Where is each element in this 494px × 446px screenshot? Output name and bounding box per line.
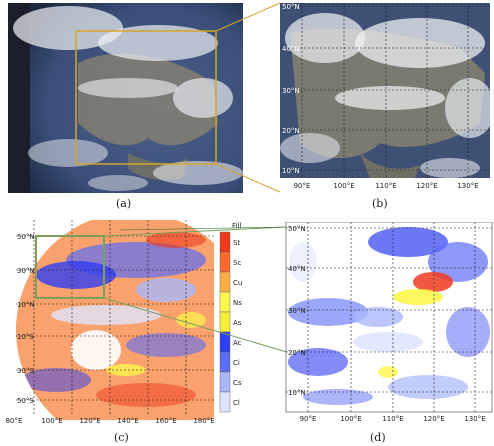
cloud-type-legend: Fill St Sc Cu Ns As Ac Ci Cs Cl <box>219 222 242 413</box>
legend-swatch <box>219 271 231 293</box>
panel-b-lat-label: 10°N <box>282 167 300 175</box>
panel-b-lat-label: 50°N <box>282 3 300 11</box>
panel-d-lon-label: 90°E <box>300 415 317 423</box>
panel-d-lat-label: 20°N <box>288 349 306 357</box>
caption-b: (b) <box>372 197 388 210</box>
legend-swatch <box>219 351 231 373</box>
legend-label: As <box>233 319 242 327</box>
legend-fill-label: Fill <box>232 222 241 230</box>
panel-d-lat-label: 50°N <box>288 225 306 233</box>
panel-c-lon-axis: 80°E 100°E 120°E 140°E 160°E 180°E <box>6 417 215 425</box>
legend-swatch <box>219 311 231 333</box>
panel-c-lat-label: 50°S <box>17 397 34 405</box>
legend-label: Cl <box>233 399 240 407</box>
panel-b-lon-label: 130°E <box>457 182 478 190</box>
caption-d: (d) <box>370 431 386 444</box>
legend-label: St <box>233 239 240 247</box>
legend-label: Ac <box>233 339 242 347</box>
panel-c-lon-label: 140°E <box>117 417 138 425</box>
panel-d-lat-label: 40°N <box>288 265 306 273</box>
panel-c-lon-label: 180°E <box>193 417 214 425</box>
legend-label: Ci <box>233 359 240 367</box>
panel-b-lat-label: 20°N <box>282 127 300 135</box>
panel-c-lat-label: 50°N <box>17 233 35 241</box>
panel-b-lon-label: 100°E <box>333 182 354 190</box>
panel-c-lat-label: 10°S <box>17 333 34 341</box>
panel-c-lon-label: 120°E <box>79 417 100 425</box>
panel-c-lat-label: 30°S <box>17 367 34 375</box>
legend-swatch <box>219 291 231 313</box>
legend-swatch <box>219 391 231 413</box>
legend-swatch <box>219 331 231 353</box>
panel-b-lon-label: 120°E <box>416 182 437 190</box>
caption-c: (c) <box>114 431 129 444</box>
legend-label: Ns <box>233 299 242 307</box>
panel-b-lon-label: 90°E <box>294 182 311 190</box>
panel-c-cloud-classification: 50°N 30°N 10°N 10°S 30°S 50°S <box>16 220 214 420</box>
legend-swatch <box>219 231 231 253</box>
panel-d-lon-label: 130°E <box>464 415 485 423</box>
panel-c-lat-label: 30°N <box>17 267 35 275</box>
panel-b-lat-label: 40°N <box>282 45 300 53</box>
legend-swatch <box>219 371 231 393</box>
panel-a-satellite-image <box>8 3 243 193</box>
panel-b-lat-label: 30°N <box>282 87 300 95</box>
panel-d-lon-label: 110°E <box>382 415 403 423</box>
panel-d-lat-label: 10°N <box>288 389 306 397</box>
zoom-box-c <box>35 235 105 299</box>
panel-d-lon-label: 120°E <box>423 415 444 423</box>
caption-a: (a) <box>116 197 132 210</box>
legend-swatch <box>219 251 231 273</box>
panel-c-lon-label: 160°E <box>155 417 176 425</box>
legend-label: Cs <box>233 379 242 387</box>
panel-c-lat-label: 10°N <box>17 301 35 309</box>
legend-label: Sc <box>233 259 241 267</box>
zoom-box-a <box>75 30 217 165</box>
legend-label: Cu <box>233 279 242 287</box>
panel-b-zoomed-image: 50°N 40°N 30°N 20°N 10°N 90°E 100°E 110°… <box>280 3 490 190</box>
panel-d-zoomed-classification: 50°N 40°N 30°N 20°N 10°N 90°E 100°E 110°… <box>285 222 493 423</box>
panel-d-lat-label: 30°N <box>288 307 306 315</box>
panel-b-lon-label: 110°E <box>375 182 396 190</box>
panel-c-lon-label: 100°E <box>41 417 62 425</box>
panel-c-lon-label: 80°E <box>6 417 23 425</box>
panel-d-lon-label: 100°E <box>340 415 361 423</box>
